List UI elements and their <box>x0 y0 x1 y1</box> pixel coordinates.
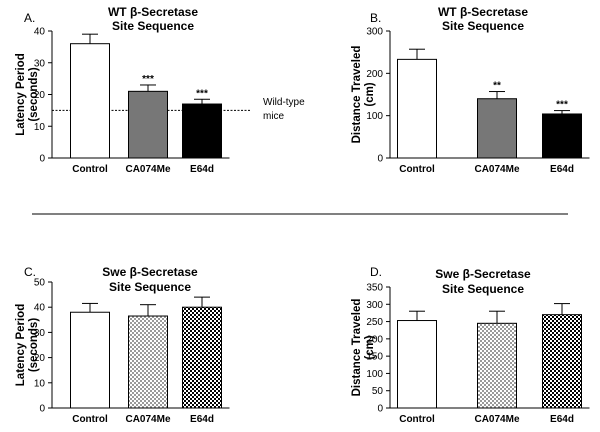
y-axis-label: Distance Traveled <box>351 46 363 144</box>
x-tick-label: E64d <box>550 164 574 175</box>
y-tick-label: 200 <box>366 334 383 345</box>
bar-ca074me <box>477 322 517 409</box>
bar-e64d <box>182 103 222 159</box>
y-tick-label: 10 <box>34 378 46 389</box>
x-tick-label: Control <box>399 414 435 425</box>
y-tick-label: 10 <box>34 122 46 133</box>
significance-marker: ** <box>493 81 501 92</box>
x-tick-label: Control <box>72 164 108 175</box>
panel-label: C. <box>24 265 36 279</box>
y-tick-label: 30 <box>34 328 46 339</box>
panel-label: B. <box>370 11 381 25</box>
y-tick-label: 0 <box>377 404 383 415</box>
y-axis-label: Latency Period <box>15 53 27 135</box>
y-tick-label: 20 <box>34 90 46 101</box>
x-tick-label: CA074Me <box>474 164 519 175</box>
bar-control <box>397 320 437 409</box>
y-tick-label: 50 <box>34 278 46 289</box>
chart-title: WT β-Secretase <box>438 5 528 19</box>
y-tick-label: 0 <box>39 404 45 415</box>
y-tick-label: 200 <box>366 69 383 80</box>
y-tick-label: 20 <box>34 353 46 364</box>
y-axis-label-units: (cm) <box>364 335 376 359</box>
bar-control <box>397 58 437 159</box>
significance-marker: *** <box>142 74 154 85</box>
bar-control <box>70 43 110 159</box>
x-tick-label: CA074Me <box>474 414 519 425</box>
panel-label: D. <box>370 265 382 279</box>
x-tick-label: CA074Me <box>125 164 170 175</box>
y-tick-label: 300 <box>366 300 383 311</box>
y-axis-label: Latency Period <box>15 304 27 386</box>
y-tick-label: 100 <box>366 111 383 122</box>
bar-ca074me <box>128 315 168 409</box>
y-tick-label: 40 <box>34 27 46 38</box>
significance-marker: *** <box>196 88 208 99</box>
significance-marker: *** <box>556 100 568 111</box>
chart-title: Swe β-Secretase <box>102 265 198 279</box>
bar-e64d <box>182 306 222 409</box>
reference-label: Wild-type <box>263 97 305 108</box>
panel-label: A. <box>24 11 35 25</box>
x-tick-label: Control <box>399 164 435 175</box>
y-axis-label-units: (seconds) <box>28 67 40 121</box>
bar-ca074me <box>477 98 517 159</box>
chart-title: WT β-Secretase <box>108 5 198 19</box>
x-tick-label: Control <box>72 414 108 425</box>
y-tick-label: 250 <box>366 317 383 328</box>
chart-subtitle: Site Sequence <box>112 19 194 33</box>
chart-subtitle: Site Sequence <box>442 19 524 33</box>
x-tick-label: E64d <box>190 164 214 175</box>
chart-subtitle: Site Sequence <box>109 280 191 294</box>
bar-e64d <box>542 314 582 409</box>
y-axis-label-units: (seconds) <box>28 318 40 372</box>
y-tick-label: 350 <box>366 283 383 294</box>
y-tick-label: 30 <box>34 58 46 69</box>
y-tick-label: 50 <box>372 386 384 397</box>
chart-subtitle: Site Sequence <box>442 282 524 296</box>
y-tick-label: 100 <box>366 369 383 380</box>
x-tick-label: E64d <box>550 414 574 425</box>
reference-label-2: mice <box>263 111 285 122</box>
chart-title: Swe β-Secretase <box>435 267 531 281</box>
bar-e64d <box>542 113 582 159</box>
y-axis-label-units: (cm) <box>364 82 376 106</box>
y-tick-label: 0 <box>39 154 45 165</box>
y-tick-label: 40 <box>34 303 46 314</box>
y-axis-label: Distance Traveled <box>351 299 363 397</box>
bar-control <box>70 311 110 409</box>
x-tick-label: E64d <box>190 414 214 425</box>
x-tick-label: CA074Me <box>125 414 170 425</box>
y-tick-label: 0 <box>377 154 383 165</box>
y-tick-label: 300 <box>366 27 383 38</box>
bar-ca074me <box>128 90 168 159</box>
y-tick-label: 150 <box>366 352 383 363</box>
